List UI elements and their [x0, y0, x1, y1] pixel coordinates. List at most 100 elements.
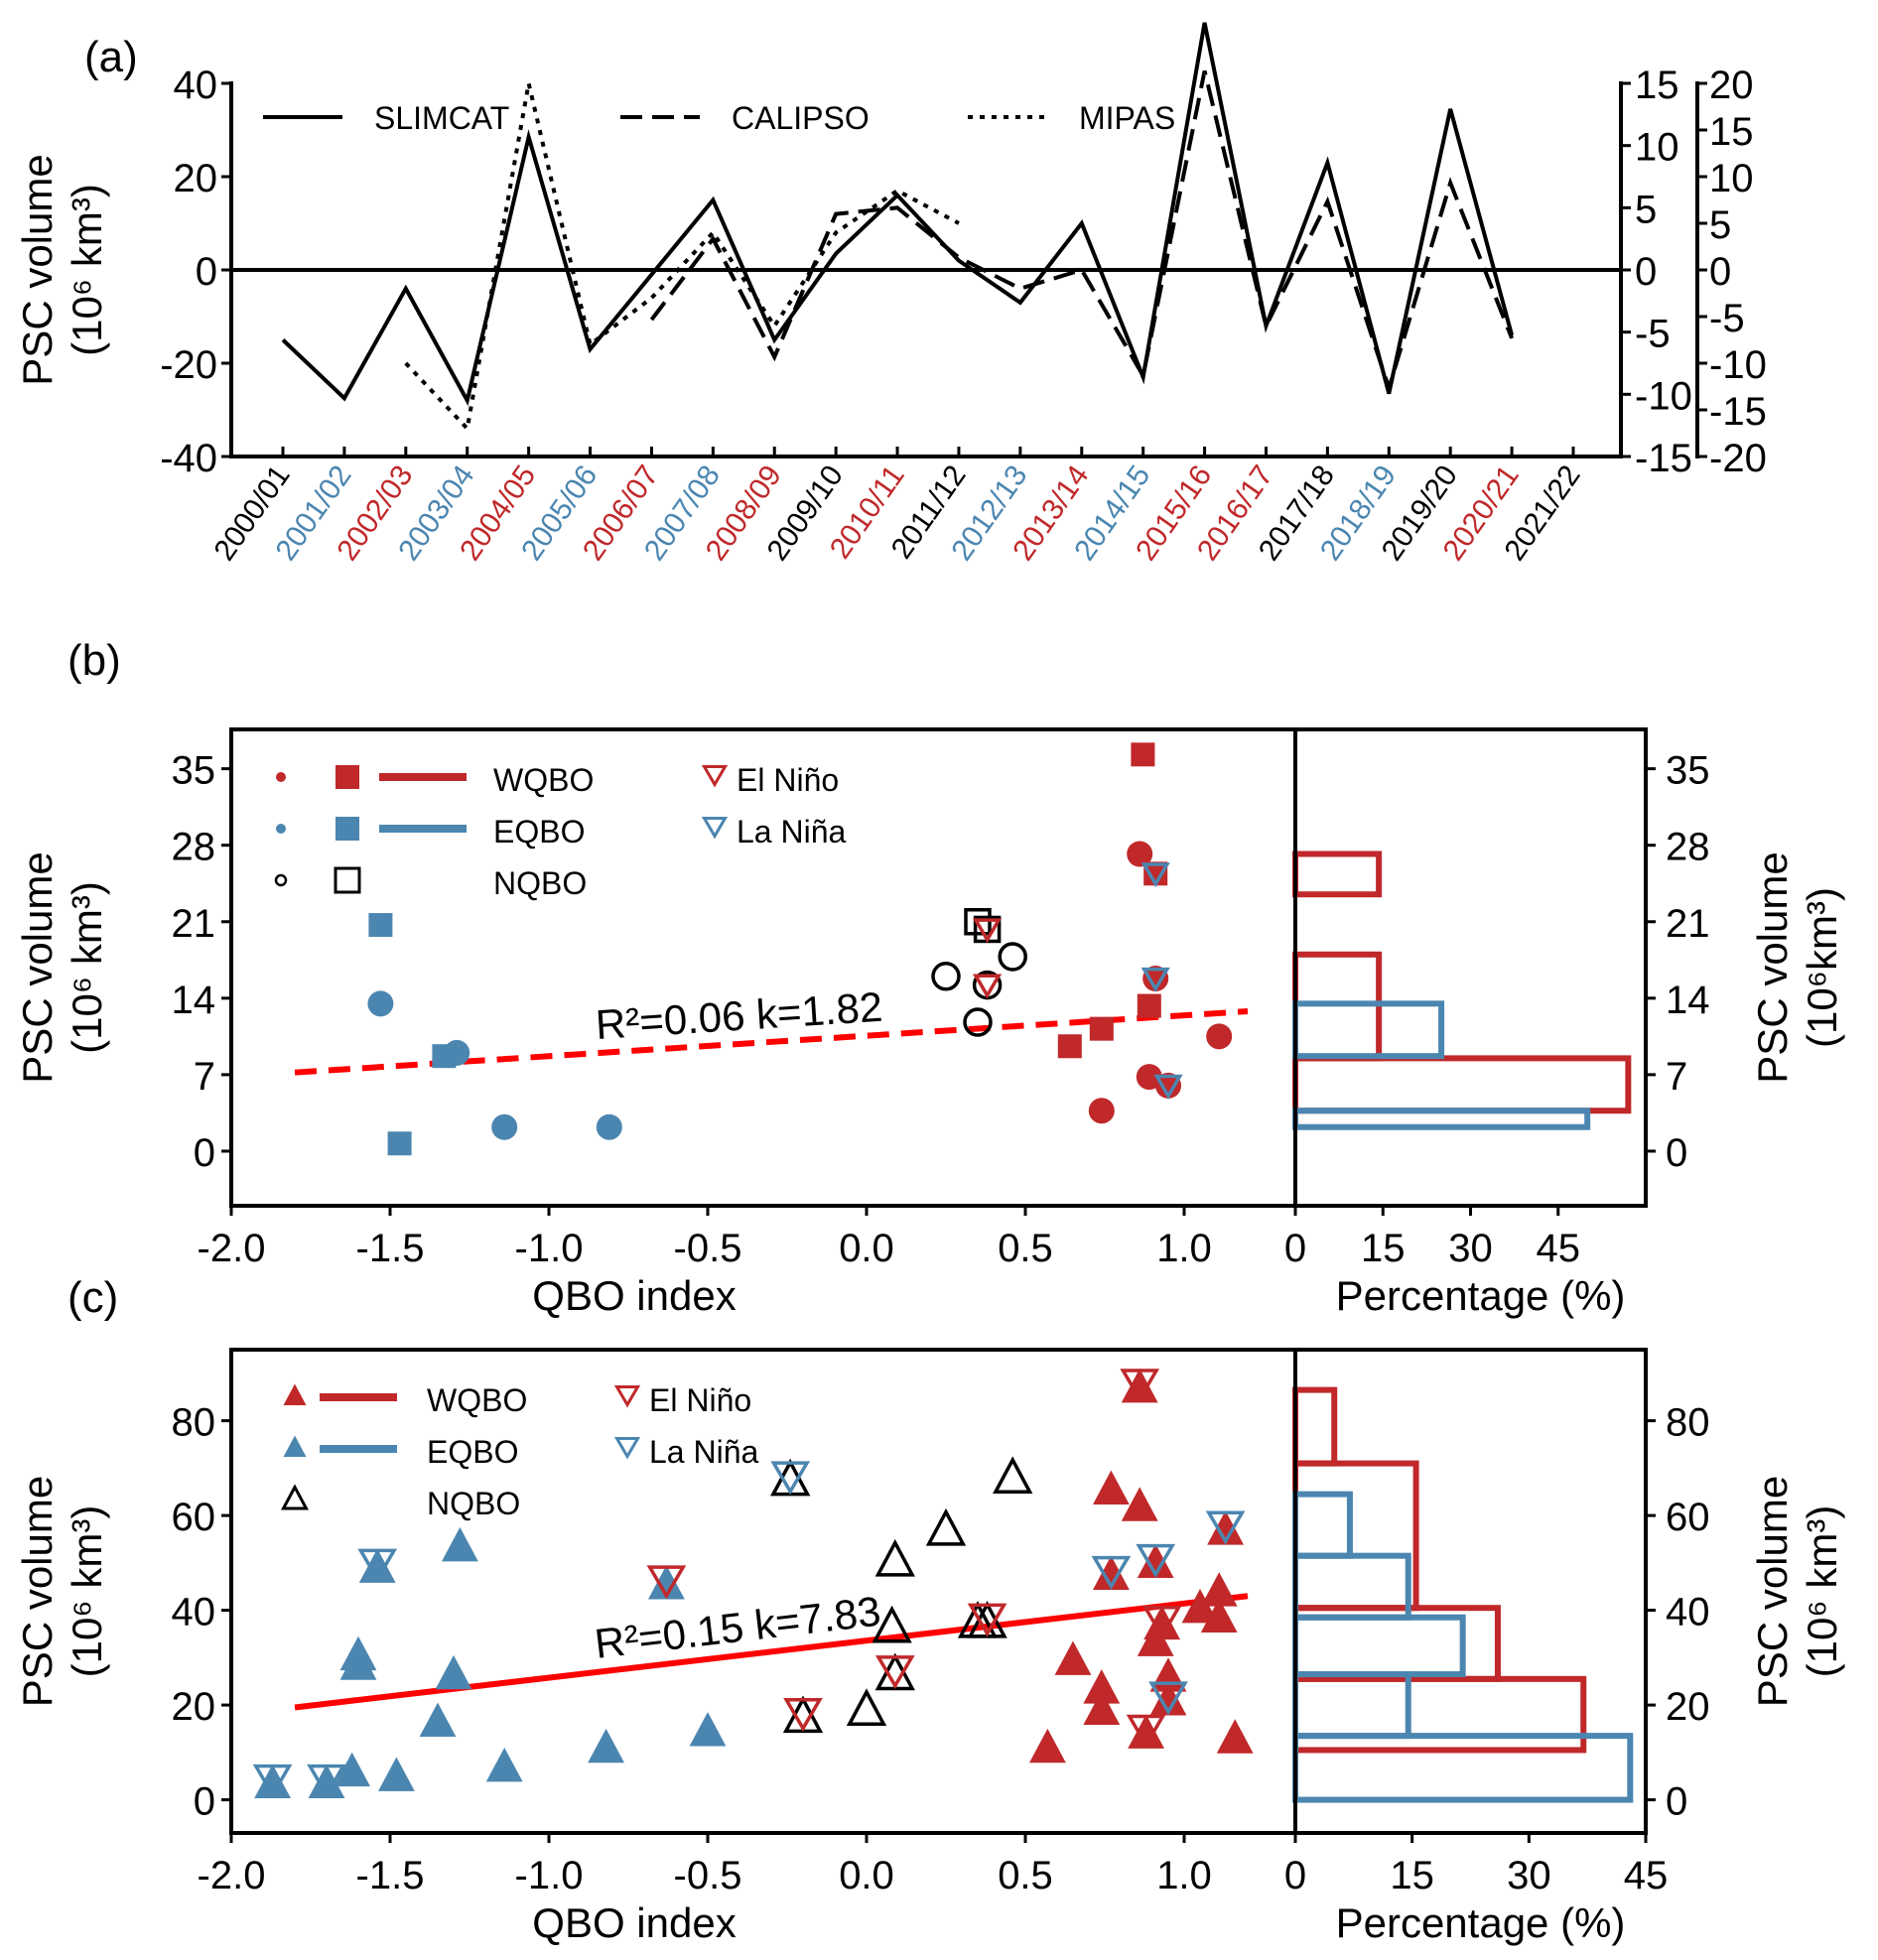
y-tick-label: 20	[172, 1685, 216, 1729]
legend-marker-circle	[276, 824, 286, 834]
hist-bar-eqbo	[1292, 1108, 1591, 1130]
x-tick-label: 0.5	[998, 1227, 1053, 1270]
regression-line	[294, 1008, 1249, 1076]
legend-marker-square	[335, 817, 359, 841]
y-tick-label: 40	[1666, 1591, 1710, 1634]
x-tick-label: -1.0	[515, 1227, 584, 1270]
y-axis-label: PSC volume	[14, 1476, 61, 1707]
y-tick-label: -20	[160, 343, 217, 387]
panel-c: 80 60 40 20 0 -2.0 -1.5 -1.0 -0.5 0.0 0.5 1.0 QBO in…	[14, 1348, 1297, 1946]
y-axis-unit: (10⁶km³)	[1799, 887, 1845, 1048]
data-point-triangle	[1137, 1543, 1174, 1579]
y-axis-label: PSC volume	[14, 851, 61, 1083]
legend-label: WQBO	[427, 1382, 527, 1418]
hist-bar-eqbo	[1292, 1491, 1353, 1559]
enso-marker-el-nino	[1126, 1714, 1166, 1749]
panel-c-histogram: 0 15 30 45 80 60 40 20 0 Percentage (%) PSC volume…	[1284, 1348, 1845, 1946]
data-point-triangle	[1216, 1719, 1254, 1754]
enso-marker-el-nino	[646, 1565, 687, 1600]
legend-marker-circle	[276, 772, 286, 782]
right2-tick-label: -5	[1709, 297, 1745, 340]
x-tick-label: -0.5	[674, 1227, 742, 1270]
right2-tick-label: -10	[1709, 343, 1767, 387]
legend-label: WQBO	[493, 762, 594, 798]
x-tick-label: 0.0	[839, 1227, 894, 1270]
right2-tick-label: -20	[1709, 437, 1767, 480]
hist-bar-eqbo	[1292, 1671, 1411, 1740]
y-tick-label: 21	[172, 902, 216, 946]
y-tick-label: 80	[1666, 1401, 1710, 1445]
y-tick-label: 40	[174, 64, 218, 107]
y-axis-label: PSC volume	[1749, 851, 1796, 1083]
y-tick-label: 60	[172, 1496, 216, 1539]
data-point-circle	[491, 1113, 518, 1140]
plot-frame	[229, 1348, 1297, 1835]
data-point-triangle	[689, 1712, 727, 1747]
data-point-triangle	[1054, 1640, 1092, 1675]
data-point-triangle	[339, 1635, 377, 1671]
enso-marker-la-nina	[1136, 1543, 1176, 1578]
y-tick-label: 21	[1666, 902, 1710, 946]
right2-tick-label: 10	[1709, 157, 1754, 200]
enso-marker-la-nina	[307, 1764, 346, 1798]
enso-marker-la-nina	[1153, 1074, 1183, 1100]
x-tick-label: 30	[1448, 1227, 1493, 1270]
data-point-triangle-open	[874, 1538, 915, 1577]
x-tick-label: -1.5	[356, 1854, 425, 1897]
legend-label: NQBO	[493, 865, 587, 901]
data-point-triangle	[308, 1764, 345, 1799]
legend-marker-square	[335, 765, 359, 789]
hist-bar-wqbo	[1292, 1055, 1632, 1114]
x-tick-label: 30	[1507, 1854, 1551, 1897]
legend-marker-triangle	[280, 1484, 310, 1510]
legend-label: SLIMCAT	[374, 100, 509, 136]
x-tick-label: 0.5	[998, 1854, 1053, 1897]
series-line-slimcat	[281, 22, 1515, 407]
legend-marker-enso	[701, 817, 729, 840]
x-axis-label: QBO index	[532, 1899, 736, 1946]
x-tick-label: 0	[1284, 1227, 1306, 1270]
x-tick-label: 1.0	[1156, 1227, 1212, 1270]
x-axis-label: Percentage (%)	[1336, 1899, 1626, 1946]
enso-marker-la-nina	[252, 1764, 293, 1798]
legend-marker-enso	[613, 1437, 641, 1460]
right1-tick-label: -5	[1635, 313, 1671, 356]
hist-bar-eqbo	[1292, 1000, 1445, 1060]
legend-marker-triangle	[283, 1383, 307, 1405]
hist-bar-eqbo	[1292, 1614, 1466, 1678]
data-point-square	[387, 1131, 412, 1156]
data-point-triangle	[1121, 1368, 1158, 1403]
data-point-triangle	[1143, 1605, 1180, 1640]
legend-label: El Niño	[737, 762, 839, 798]
series-line-mipas	[404, 82, 960, 434]
enso-marker-el-nino	[967, 1603, 1007, 1637]
y-axis-unit: (10⁶ km³)	[64, 881, 110, 1054]
data-point-circle	[444, 1039, 470, 1066]
right1-tick-label: 5	[1635, 188, 1657, 231]
data-point-triangle	[1181, 1588, 1219, 1624]
legend-label: EQBO	[493, 814, 585, 849]
x-tick-label: -2.0	[198, 1854, 266, 1897]
y-tick-label: 7	[1666, 1055, 1687, 1099]
enso-marker-el-nino	[1120, 1369, 1160, 1403]
y-axis-unit: (10⁶ km³)	[64, 184, 110, 356]
data-point-circle	[367, 990, 394, 1017]
y-tick-label: 0	[194, 1131, 215, 1175]
y-axis-title: PSC volume (10⁶km³)	[1749, 851, 1845, 1083]
x-axis-label: Percentage (%)	[1336, 1272, 1626, 1319]
right1-tick-label: 15	[1635, 64, 1679, 107]
data-point-triangle	[1093, 1470, 1130, 1505]
data-point-triangle-open	[846, 1688, 887, 1726]
data-point-square	[1137, 993, 1161, 1018]
y-tick-label: 35	[172, 749, 216, 793]
legend-marker-triangle	[283, 1435, 307, 1457]
data-point-circle	[1155, 1072, 1181, 1099]
data-point-triangle	[648, 1565, 685, 1600]
y-tick-label: 20	[1666, 1685, 1710, 1729]
y-axis-unit: (10⁶ km³)	[1799, 1505, 1845, 1678]
enso-marker-la-nina	[357, 1548, 398, 1583]
x-tick-label: -1.5	[356, 1227, 425, 1270]
data-point-triangle-open	[925, 1507, 967, 1546]
data-point-triangle	[1207, 1510, 1244, 1545]
